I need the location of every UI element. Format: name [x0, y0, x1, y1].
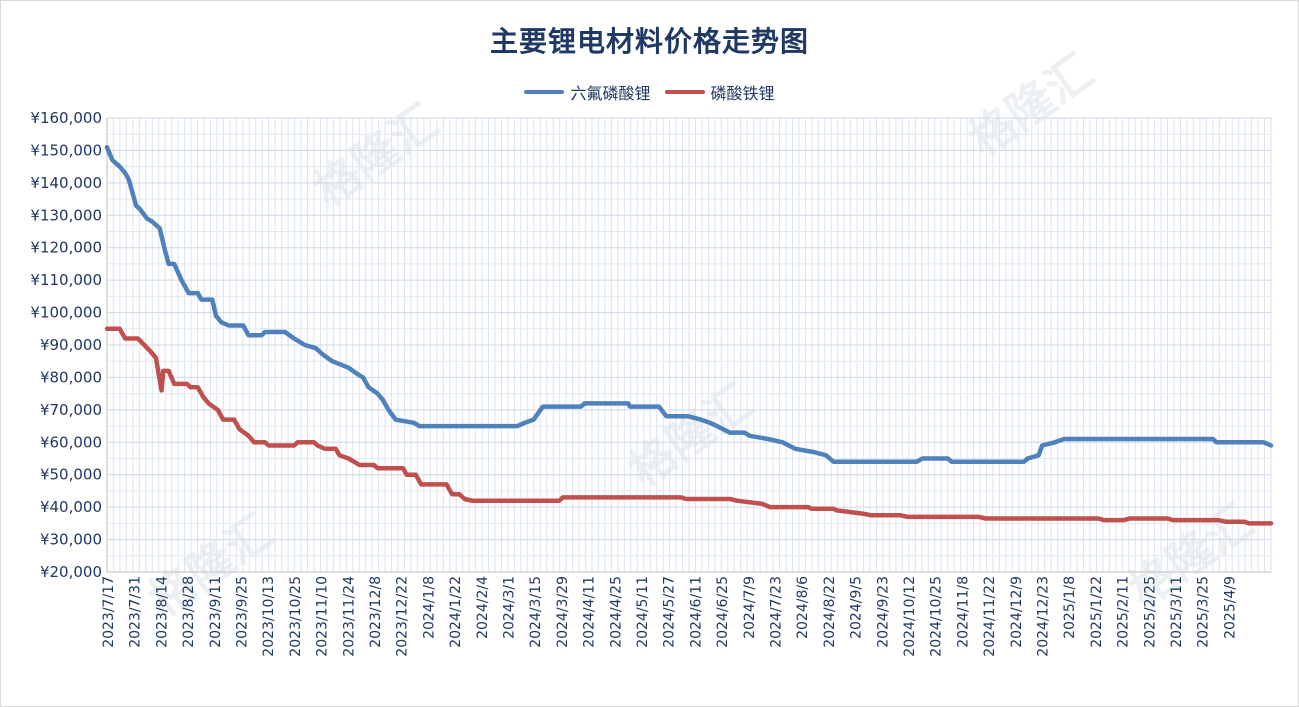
x-tick-label: 2024/11/22	[982, 576, 998, 657]
y-tick-label: ¥160,000	[30, 109, 102, 127]
y-tick-label: ¥130,000	[30, 206, 102, 224]
legend-item-lfp: 磷酸铁锂	[664, 80, 775, 104]
x-tick-label: 2024/6/25	[715, 576, 731, 648]
x-tick-label: 2024/10/12	[902, 576, 918, 657]
x-tick-label: 2023/9/11	[208, 576, 224, 648]
x-tick-label: 2025/3/25	[1196, 576, 1212, 648]
legend: 六氟磷酸锂 磷酸铁锂	[0, 80, 1299, 104]
legend-label-lfp: 磷酸铁锂	[710, 84, 775, 103]
y-tick-label: ¥140,000	[30, 174, 102, 192]
x-tick-label: 2025/1/22	[1089, 576, 1105, 648]
y-tick-label: ¥60,000	[40, 433, 102, 451]
x-tick-label: 2023/11/24	[341, 576, 357, 657]
x-tick-label: 2023/10/25	[288, 576, 304, 657]
x-tick-label: 2024/5/27	[662, 576, 678, 648]
x-tick-label: 2023/11/10	[315, 576, 331, 657]
x-tick-label: 2024/4/25	[608, 576, 624, 648]
x-tick-label: 2025/2/25	[1142, 576, 1158, 648]
y-tick-label: ¥70,000	[40, 401, 102, 419]
x-tick-label: 2023/8/28	[181, 576, 197, 648]
x-tick-label: 2025/4/9	[1222, 576, 1238, 639]
x-tick-label: 2023/12/22	[395, 576, 411, 657]
x-tick-label: 2024/1/22	[448, 576, 464, 648]
x-tick-label: 2024/4/11	[582, 576, 598, 648]
series-line-lipf6	[104, 144, 1274, 464]
y-tick-label: ¥110,000	[30, 271, 102, 289]
y-tick-label: ¥80,000	[40, 368, 102, 386]
y-tick-label: ¥120,000	[30, 239, 102, 257]
y-tick-label: ¥40,000	[40, 498, 102, 516]
x-tick-label: 2024/9/5	[849, 576, 865, 639]
x-tick-label: 2024/9/23	[875, 576, 891, 648]
x-tick-label: 2023/9/25	[235, 576, 251, 648]
x-tick-label: 2024/5/11	[635, 576, 651, 648]
x-tick-label: 2024/7/23	[769, 576, 785, 648]
x-tick-label: 2024/3/15	[528, 576, 544, 648]
series-line-lfp	[104, 326, 1274, 526]
legend-item-lipf6: 六氟磷酸锂	[524, 80, 651, 104]
legend-label-lipf6: 六氟磷酸锂	[570, 84, 651, 103]
x-tick-label: 2023/10/13	[261, 576, 277, 657]
x-tick-label: 2024/3/29	[555, 576, 571, 648]
x-tick-label: 2023/12/8	[368, 576, 384, 648]
x-tick-label: 2024/10/25	[929, 576, 945, 657]
y-tick-label: ¥30,000	[40, 531, 102, 549]
x-tick-label: 2023/7/31	[128, 576, 144, 648]
x-tick-label: 2024/2/4	[475, 576, 491, 639]
x-tick-label: 2024/6/11	[688, 576, 704, 648]
x-tick-label: 2024/8/6	[795, 576, 811, 639]
x-tick-label: 2023/8/14	[154, 576, 170, 648]
x-tick-label: 2024/7/9	[742, 576, 758, 639]
legend-swatch-lfp	[664, 90, 705, 94]
x-tick-label: 2024/1/8	[421, 576, 437, 639]
x-tick-label: 2024/3/1	[502, 576, 518, 639]
x-tick-label: 2024/12/23	[1036, 576, 1052, 657]
y-tick-label: ¥90,000	[40, 336, 102, 354]
y-tick-label: ¥50,000	[40, 466, 102, 484]
y-tick-label: ¥100,000	[30, 304, 102, 322]
y-tick-label: ¥150,000	[30, 141, 102, 159]
x-tick-label: 2025/1/8	[1062, 576, 1078, 639]
y-tick-label: ¥20,000	[40, 563, 102, 581]
x-tick-label: 2024/12/9	[1009, 576, 1025, 648]
x-tick-label: 2023/7/17	[101, 576, 117, 648]
x-tick-label: 2024/8/22	[822, 576, 838, 648]
x-tick-label: 2024/11/8	[955, 576, 971, 648]
chart-title: 主要锂电材料价格走势图	[489, 25, 809, 58]
legend-swatch-lipf6	[524, 90, 565, 94]
x-tick-label: 2025/3/11	[1169, 576, 1185, 648]
x-tick-label: 2025/2/11	[1116, 576, 1132, 648]
